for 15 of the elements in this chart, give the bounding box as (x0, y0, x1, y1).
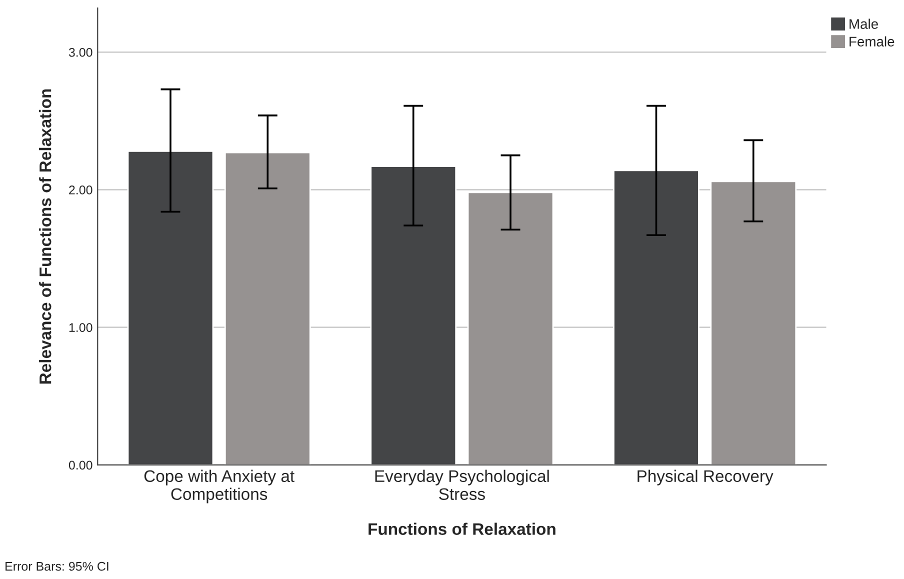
y-tick-label: 0.00 (68, 460, 92, 470)
text: Error Bars: 95% CI (6, 562, 108, 571)
y-tick-label: 3.00 (68, 48, 92, 57)
bar (224, 152, 311, 465)
y-tick-label: 1.00 (69, 323, 92, 332)
x-axis-title: Functions of Relaxation (368, 522, 556, 535)
y-axis-title: Relevance of Functions of Relaxation (39, 89, 52, 384)
x-tick-label: Cope with Anxiety at Competitions (144, 470, 294, 504)
x-tick-label: Physical Recovery (638, 470, 774, 486)
bar (467, 192, 554, 465)
x-tick-label: Everyday Psychological Stress (375, 470, 549, 500)
legend-label: Female (850, 36, 894, 47)
bar (710, 180, 797, 465)
y-tick-label: 2.00 (69, 186, 92, 194)
legend-label: Male (850, 18, 878, 29)
